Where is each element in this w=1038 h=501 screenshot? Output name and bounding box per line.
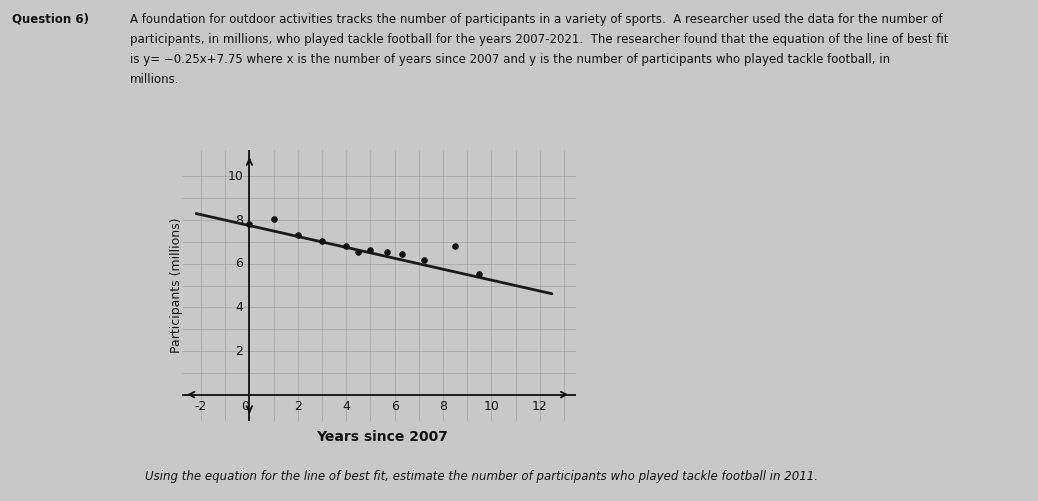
Text: Question 6): Question 6) — [12, 13, 89, 26]
Point — [338, 242, 355, 250]
Point — [415, 257, 432, 265]
Text: -2: -2 — [195, 400, 208, 413]
Point — [313, 237, 330, 245]
Text: 4: 4 — [343, 400, 350, 413]
Text: 6: 6 — [390, 400, 399, 413]
Text: 10: 10 — [484, 400, 499, 413]
Text: is y= −0.25x+7.75 where x is the number of years since 2007 and y is the number : is y= −0.25x+7.75 where x is the number … — [130, 53, 890, 66]
Point — [350, 247, 366, 256]
Point — [393, 250, 410, 258]
Text: 6: 6 — [236, 257, 243, 270]
Text: 10: 10 — [227, 170, 243, 183]
Text: A foundation for outdoor activities tracks the number of participants in a varie: A foundation for outdoor activities trac… — [130, 13, 943, 26]
Text: Using the equation for the line of best fit, estimate the number of participants: Using the equation for the line of best … — [145, 470, 818, 483]
Point — [471, 270, 488, 278]
Text: 8: 8 — [236, 213, 243, 226]
Point — [446, 242, 463, 250]
Text: 2: 2 — [236, 345, 243, 358]
Text: 8: 8 — [439, 400, 447, 413]
Point — [379, 247, 395, 256]
Point — [241, 220, 257, 228]
Point — [290, 231, 306, 239]
Text: 0: 0 — [242, 400, 249, 413]
Point — [362, 245, 379, 254]
Text: Participants (millions): Participants (millions) — [170, 218, 184, 353]
Text: 12: 12 — [531, 400, 548, 413]
Point — [266, 215, 282, 223]
Text: participants, in millions, who played tackle football for the years 2007-2021.  : participants, in millions, who played ta… — [130, 33, 949, 46]
Text: 2: 2 — [294, 400, 302, 413]
Text: Years since 2007: Years since 2007 — [317, 429, 448, 443]
Text: 4: 4 — [236, 301, 243, 314]
Text: millions.: millions. — [130, 73, 180, 86]
